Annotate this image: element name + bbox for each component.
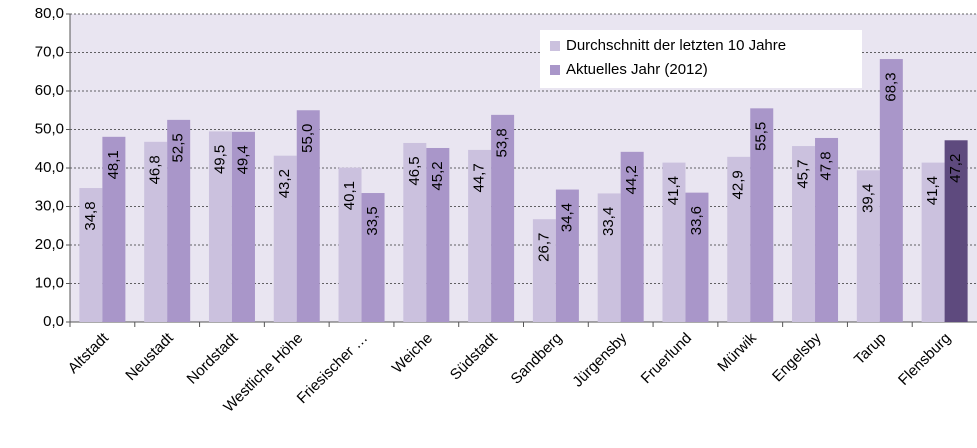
bar xyxy=(879,59,903,323)
value-label: 43,2 xyxy=(276,169,293,198)
x-tick-label: Engelsby xyxy=(769,329,825,385)
bar xyxy=(361,193,385,322)
bar xyxy=(662,162,686,322)
value-label: 42,9 xyxy=(730,170,747,199)
value-label: 45,7 xyxy=(795,159,812,188)
bar xyxy=(296,110,320,322)
value-label: 48,1 xyxy=(105,150,122,179)
y-tick-label: 0,0 xyxy=(43,313,64,330)
value-label: 33,6 xyxy=(688,206,705,235)
value-label: 55,5 xyxy=(753,122,770,151)
bar xyxy=(426,147,450,322)
value-label: 44,2 xyxy=(623,165,640,194)
bar xyxy=(208,131,232,322)
y-tick-label: 20,0 xyxy=(35,236,64,253)
value-label: 33,5 xyxy=(364,206,381,235)
value-label: 46,8 xyxy=(147,155,164,184)
bar xyxy=(403,142,427,322)
legend-label: Durchschnitt der letzten 10 Jahre xyxy=(566,37,786,54)
x-tick-label: Tarup xyxy=(851,330,890,369)
bar xyxy=(273,155,297,322)
bar xyxy=(79,188,103,322)
legend-label: Aktuelles Jahr (2012) xyxy=(566,61,708,78)
bar xyxy=(468,149,492,322)
bar xyxy=(231,131,255,322)
y-tick-label: 70,0 xyxy=(35,43,64,60)
legend-swatch xyxy=(550,41,560,51)
x-tick-label: Neustadt xyxy=(122,329,177,384)
legend-swatch xyxy=(550,65,560,75)
bar xyxy=(921,162,945,322)
value-label: 46,5 xyxy=(406,156,423,185)
bar xyxy=(555,189,579,322)
value-label: 49,5 xyxy=(211,145,228,174)
value-label: 52,5 xyxy=(170,133,187,162)
x-tick-label: Nordstadt xyxy=(184,329,243,388)
legend: Durchschnitt der letzten 10 Jahre Aktuell… xyxy=(540,30,862,88)
y-tick-label: 80,0 xyxy=(35,5,64,22)
value-label: 55,0 xyxy=(299,124,316,153)
bar xyxy=(944,140,968,322)
x-tick-label: Jürgensby xyxy=(569,329,630,390)
value-label: 47,2 xyxy=(947,154,964,183)
bar xyxy=(144,141,168,322)
bar xyxy=(815,137,839,322)
bar xyxy=(338,167,362,322)
bar xyxy=(620,151,644,322)
value-label: 44,7 xyxy=(471,163,488,192)
value-label: 26,7 xyxy=(535,233,552,262)
y-tick-label: 10,0 xyxy=(35,274,64,291)
x-tick-label: Sandberg xyxy=(508,330,566,388)
bar xyxy=(727,156,751,322)
bar xyxy=(532,219,556,322)
value-label: 68,3 xyxy=(882,72,899,101)
value-label: 33,4 xyxy=(600,207,617,236)
value-label: 34,4 xyxy=(558,203,575,232)
value-label: 41,4 xyxy=(665,176,682,205)
bar xyxy=(597,193,621,322)
bar xyxy=(792,146,816,322)
bar xyxy=(491,114,515,323)
value-label: 47,8 xyxy=(818,151,835,180)
x-tick-label: Mürwik xyxy=(714,329,760,375)
y-tick-label: 60,0 xyxy=(35,82,64,99)
y-tick-label: 50,0 xyxy=(35,120,64,137)
x-tick-label: Altstadt xyxy=(65,329,113,377)
value-label: 45,2 xyxy=(429,161,446,190)
y-tick-label: 40,0 xyxy=(35,159,64,176)
value-label: 41,4 xyxy=(924,176,941,205)
value-label: 53,8 xyxy=(494,128,511,157)
value-label: 39,4 xyxy=(859,184,876,213)
bar xyxy=(167,119,191,322)
bar xyxy=(856,170,880,322)
x-tick-label: Weiche xyxy=(389,330,436,377)
bar xyxy=(102,136,126,322)
bar xyxy=(685,192,709,322)
value-label: 40,1 xyxy=(341,181,358,210)
y-tick-label: 30,0 xyxy=(35,197,64,214)
x-tick-label: Flensburg xyxy=(895,330,954,389)
x-tick-label: Fruerlund xyxy=(638,330,695,387)
bar xyxy=(750,108,774,322)
value-label: 34,8 xyxy=(82,201,99,230)
x-tick-label: Südstadt xyxy=(447,329,501,383)
legend-box xyxy=(540,30,862,88)
value-label: 49,4 xyxy=(234,145,251,174)
